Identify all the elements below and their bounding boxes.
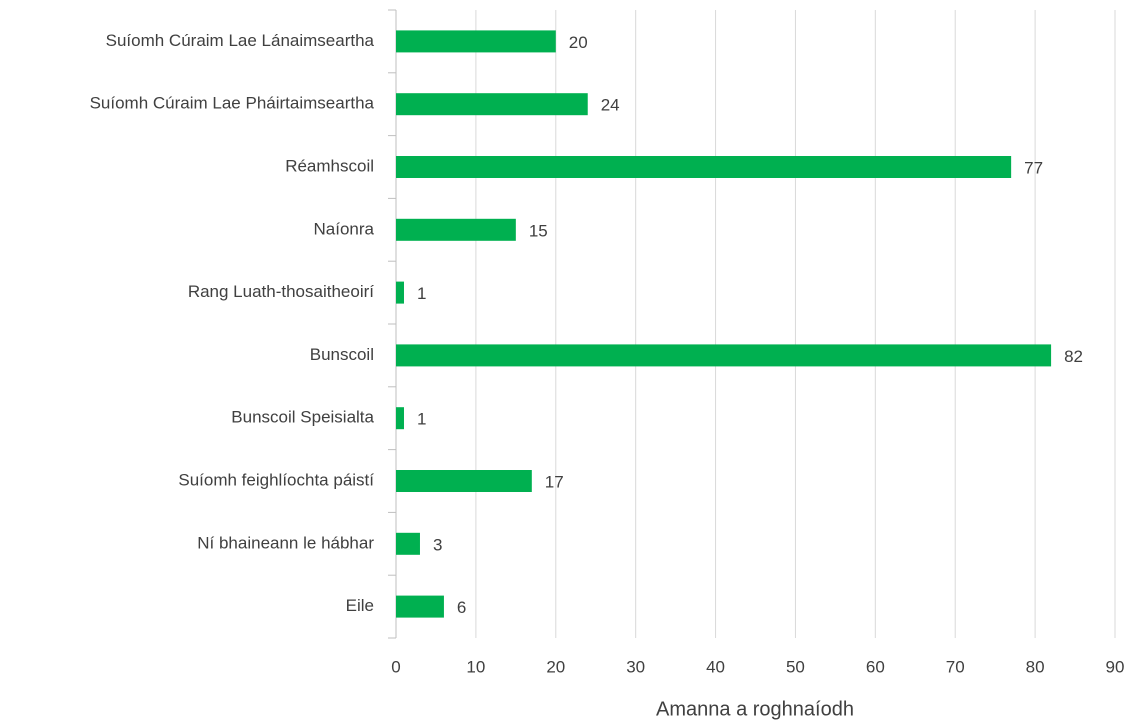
- bar: [396, 532, 420, 555]
- data-label: 82: [1064, 347, 1083, 366]
- x-axis-title: Amanna a roghnaíodh: [656, 698, 854, 720]
- bar: [396, 93, 588, 116]
- y-tick-label: Réamhscoil: [285, 156, 374, 175]
- bar: [396, 595, 444, 618]
- bar: [396, 470, 532, 492]
- y-tick-label: Naíonra: [314, 219, 375, 238]
- x-tick-label: 40: [706, 657, 725, 676]
- bar: [396, 218, 516, 241]
- bar: [396, 156, 1012, 178]
- x-tick-label: 0: [391, 657, 400, 676]
- bar: [396, 344, 1052, 367]
- y-tick-label: Rang Luath-thosaitheoirí: [188, 282, 374, 301]
- x-tick-label: 10: [466, 657, 485, 676]
- y-tick-label: Bunscoil Speisialta: [231, 408, 374, 427]
- y-tick-label: Suíomh feighlíochta páistí: [178, 470, 374, 489]
- y-tick-label: Bunscoil: [310, 345, 374, 364]
- y-tick-label: Suíomh Cúraim Lae Pháirtaimseartha: [90, 94, 375, 113]
- data-label: 3: [433, 535, 442, 554]
- data-label: 6: [457, 598, 466, 617]
- data-label: 77: [1024, 158, 1043, 177]
- bar: [396, 407, 404, 430]
- x-tick-label: 70: [946, 657, 965, 676]
- x-tick-label: 90: [1106, 657, 1125, 676]
- y-tick-label: Suíomh Cúraim Lae Lánaimseartha: [106, 31, 375, 50]
- data-label: 1: [417, 410, 426, 429]
- x-tick-label: 80: [1026, 657, 1045, 676]
- x-tick-label: 50: [786, 657, 805, 676]
- x-tick-label: 20: [546, 657, 565, 676]
- y-tick-label: Eile: [346, 596, 374, 615]
- x-tick-label: 60: [866, 657, 885, 676]
- data-label: 1: [417, 284, 426, 303]
- x-tick-label: 30: [626, 657, 645, 676]
- data-label: 20: [569, 33, 588, 52]
- y-tick-label: Ní bhaineann le hábhar: [197, 533, 374, 552]
- data-label: 24: [601, 96, 620, 115]
- bar: [396, 30, 556, 53]
- bar: [396, 281, 404, 304]
- data-label: 15: [529, 221, 548, 240]
- data-label: 17: [545, 472, 564, 491]
